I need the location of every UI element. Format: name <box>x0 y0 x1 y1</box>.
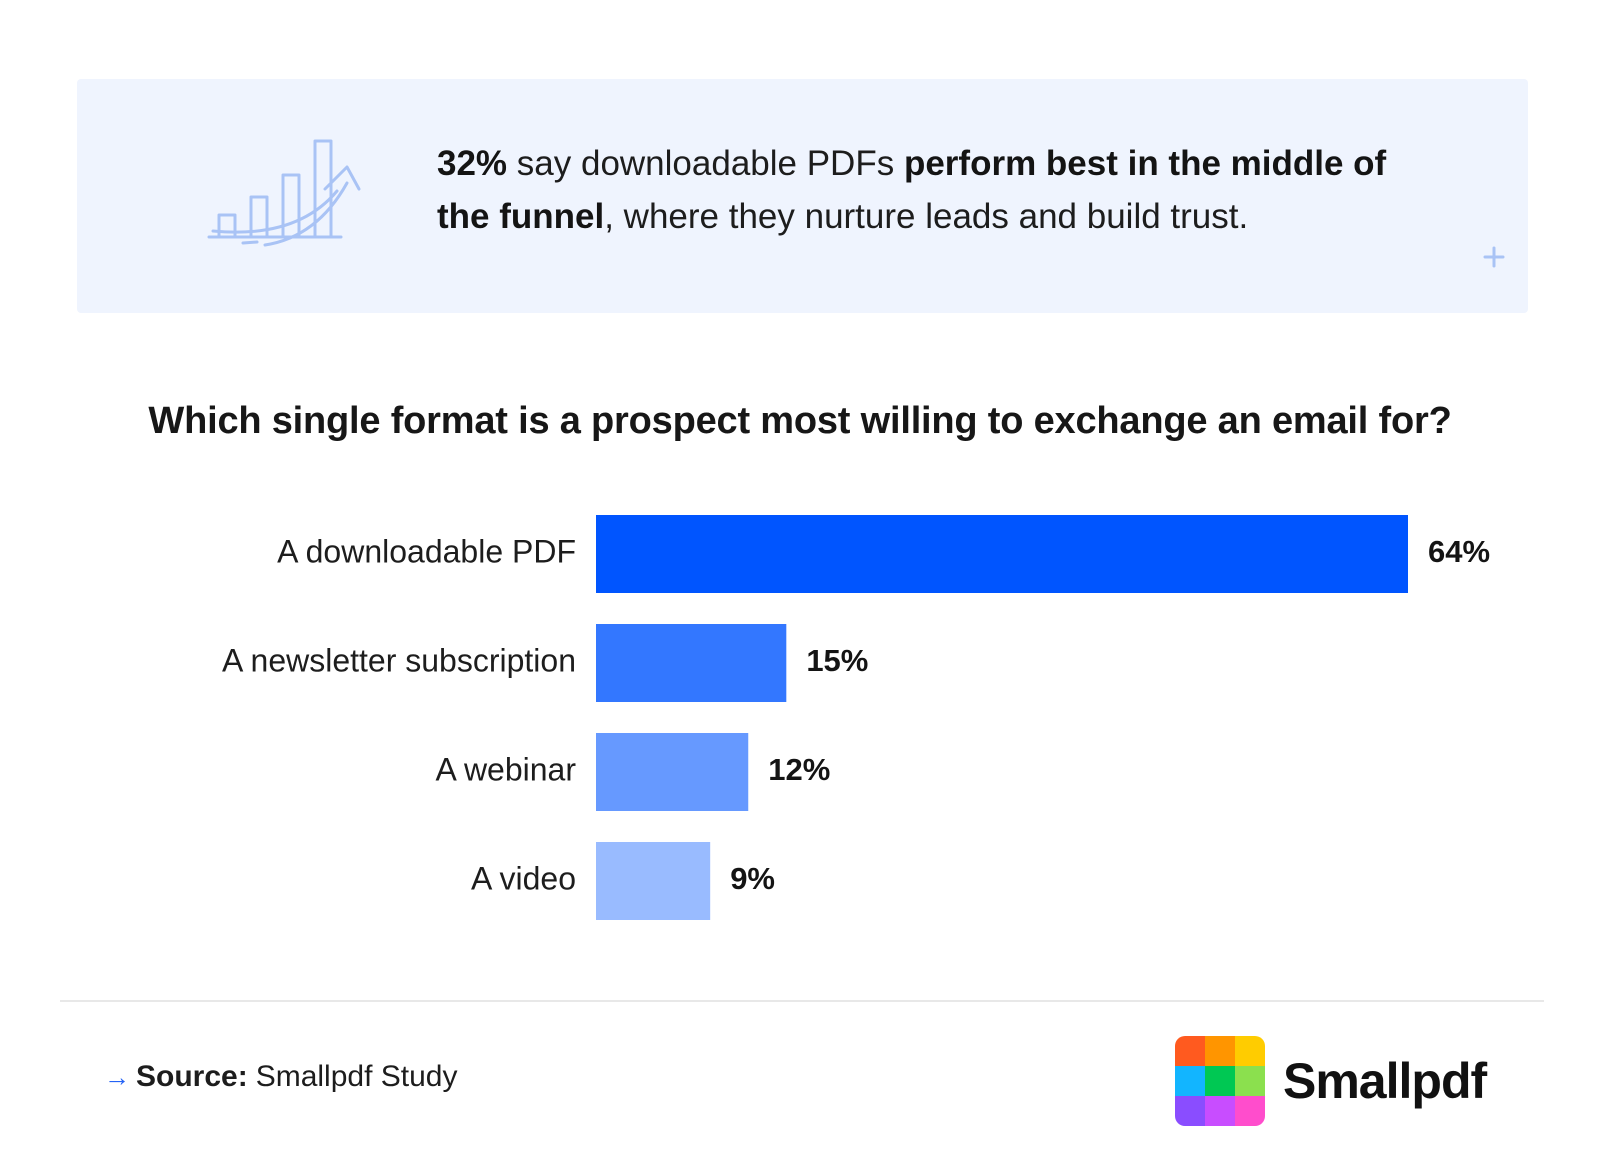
chart-title: Which single format is a prospect most w… <box>148 400 1452 442</box>
logo-grid-cell <box>1205 1066 1235 1096</box>
callout-text-part: say downloadable PDFs <box>507 144 904 183</box>
logo-grid-icon <box>1175 1036 1265 1126</box>
source-value: Smallpdf Study <box>255 1060 458 1093</box>
value-label: 64% <box>1428 534 1490 569</box>
logo-grid-cell <box>1205 1096 1235 1126</box>
plus-icon <box>1483 246 1505 268</box>
bar <box>596 842 711 920</box>
arrow-right-icon: → <box>104 1061 130 1092</box>
growth-bar-chart-icon <box>207 139 361 247</box>
value-label: 12% <box>768 752 830 787</box>
category-label: A video <box>471 860 576 896</box>
value-label: 9% <box>730 861 775 896</box>
bar-chart: A downloadable PDF 64% A newsletter subscr… <box>222 515 1490 920</box>
callout-text: 32% say downloadable PDFs perform best i… <box>437 137 1417 243</box>
logo-grid-cell <box>1235 1096 1265 1126</box>
source-line: → Source: Smallpdf Study <box>104 1060 457 1094</box>
bar <box>596 624 787 702</box>
logo-wordmark: Smallpdf <box>1283 1053 1487 1109</box>
footer-divider <box>60 1000 1544 1002</box>
bar <box>596 515 1408 593</box>
logo-grid-cell <box>1205 1036 1235 1066</box>
logo-grid-cell <box>1175 1036 1205 1066</box>
logo-grid-cell <box>1235 1066 1265 1096</box>
source-label: Source: <box>136 1060 248 1093</box>
category-label: A downloadable PDF <box>277 533 576 569</box>
logo-grid-cell <box>1175 1066 1205 1096</box>
callout-text-part: perform best in the middle of the funnel <box>437 144 1387 236</box>
category-label: A webinar <box>435 751 576 787</box>
smallpdf-logo: Smallpdf <box>1175 1036 1487 1126</box>
bar <box>596 733 749 811</box>
insight-callout: 32% say downloadable PDFs perform best i… <box>77 79 1528 313</box>
category-label: A newsletter subscription <box>222 642 576 678</box>
value-label: 15% <box>806 643 868 678</box>
logo-grid-cell <box>1175 1096 1205 1126</box>
callout-text-part: 32% <box>437 144 508 183</box>
logo-grid-cell <box>1235 1036 1265 1066</box>
callout-text-part: , where they nurture leads and build tru… <box>604 197 1249 236</box>
